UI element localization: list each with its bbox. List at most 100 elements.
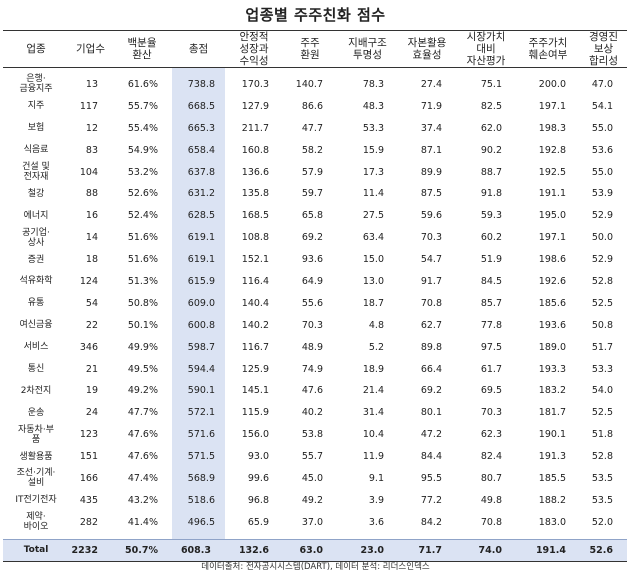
value-cell: 170.3: [241, 78, 269, 90]
value-cell: 738.8: [172, 73, 225, 96]
value-cell: 47.6%: [127, 451, 158, 463]
value-cell: 12: [85, 122, 98, 134]
value-cell: 2232: [69, 538, 112, 562]
value-cell: 52.4%: [127, 210, 158, 222]
value-cell: 77.8: [480, 319, 502, 331]
value-cell: 62.3: [480, 429, 502, 441]
value-cell: 87.5: [420, 188, 442, 200]
value-cell: 59.6: [420, 210, 442, 222]
value-cell: 124: [79, 275, 98, 287]
value-cell: 55.0: [591, 122, 613, 134]
value-cell: 69.2: [301, 232, 323, 244]
value-cell: 90.2: [480, 144, 502, 156]
value-cell: 37.4: [420, 122, 442, 134]
table-row: 건설 및 전자재 104 53.2% 637.8 136.6 57.9 17.3 89.9 88…: [3, 161, 627, 183]
table-row: 보험 12 55.4% 665.3 211.7 47.7 53.3 37.4 62.0 198.3…: [3, 117, 627, 140]
industry-cell: 공기업· 상사: [22, 227, 50, 248]
value-cell: 16: [85, 210, 98, 222]
value-cell: 74.0: [456, 538, 516, 562]
value-cell: 97.5: [480, 341, 502, 353]
value-cell: 70.8: [480, 516, 502, 528]
value-cell: 668.5: [172, 95, 225, 118]
value-cell: 59.3: [480, 210, 502, 222]
value-cell: 211.7: [241, 122, 269, 134]
value-cell: 4.8: [368, 319, 384, 331]
value-cell: 41.4%: [127, 516, 158, 528]
value-cell: 51.3%: [127, 275, 158, 287]
value-cell: 21: [85, 363, 98, 375]
value-cell: 85.7: [480, 297, 502, 309]
value-cell: 55.4%: [127, 122, 158, 134]
value-cell: 571.5: [172, 445, 225, 468]
value-cell: 55.7: [301, 451, 323, 463]
value-cell: 64.9: [301, 275, 323, 287]
value-cell: 45.0: [301, 472, 323, 484]
industry-cell: 식음료: [23, 145, 49, 156]
value-cell: 70.8: [420, 297, 442, 309]
value-cell: 200.0: [538, 78, 566, 90]
table-row: 유통 54 50.8% 609.0 140.4 55.6 18.7 70.8 85.7 185.6…: [3, 292, 627, 315]
value-cell: 47.2: [420, 429, 442, 441]
value-cell: 65.8: [301, 210, 323, 222]
value-cell: 52.9: [591, 210, 613, 222]
value-cell: 23.0: [337, 538, 398, 562]
value-cell: 59.7: [301, 188, 323, 200]
value-cell: 84.4: [420, 451, 442, 463]
value-cell: 55.7%: [127, 100, 158, 112]
table-row: 공기업· 상사 14 51.6% 619.1 108.8 69.2 63.4 70.3 60.2…: [3, 226, 627, 249]
value-cell: 27.4: [420, 78, 442, 90]
value-cell: 47.7%: [127, 407, 158, 419]
value-cell: 125.9: [241, 363, 269, 375]
value-cell: 55.6: [301, 297, 323, 309]
table-row: 2차전지 19 49.2% 590.1 145.1 47.6 21.4 69.2 69.5 183…: [3, 379, 627, 402]
value-cell: 53.9: [591, 188, 613, 200]
value-cell: 192.6: [538, 275, 566, 287]
value-cell: 631.2: [172, 182, 225, 205]
value-cell: 89.8: [420, 341, 442, 353]
table-row: 증권 18 51.6% 619.1 152.1 93.6 15.0 54.7 51.9 198.6…: [3, 248, 627, 271]
value-cell: 74.9: [301, 363, 323, 375]
value-cell: 51.9: [480, 254, 502, 266]
value-cell: 496.5: [172, 511, 225, 534]
value-cell: 66.4: [420, 363, 442, 375]
industry-cell: Total: [3, 538, 69, 562]
value-cell: 63.4: [362, 232, 384, 244]
value-cell: 52.6%: [127, 188, 158, 200]
value-cell: 51.6%: [127, 254, 158, 266]
value-cell: 282: [79, 516, 98, 528]
value-cell: 87.1: [420, 144, 442, 156]
value-cell: 18.9: [362, 363, 384, 375]
value-cell: 192.8: [538, 144, 566, 156]
value-cell: 49.2: [301, 494, 323, 506]
column-header: 주주 환원: [283, 30, 337, 68]
value-cell: 47.7: [301, 122, 323, 134]
value-cell: 47.6%: [127, 429, 158, 441]
value-cell: 52.9: [591, 254, 613, 266]
value-cell: 53.5: [591, 472, 613, 484]
industry-cell: 제약· 바이오: [23, 512, 49, 533]
value-cell: 96.8: [247, 494, 269, 506]
industry-cell: 자동차·부 품: [18, 424, 54, 445]
value-cell: 123: [79, 429, 98, 441]
value-cell: 93.0: [247, 451, 269, 463]
value-cell: 88: [85, 188, 98, 200]
value-cell: 53.6: [591, 144, 613, 156]
value-cell: 18: [85, 254, 98, 266]
value-cell: 70.3: [480, 407, 502, 419]
industry-cell: 조선·기계· 설비: [16, 468, 56, 489]
column-header: 백분율 환산: [112, 30, 172, 68]
table-row: 은행· 금융지주 13 61.6% 738.8 170.3 140.7 78.3 27.4 75…: [3, 73, 627, 96]
value-cell: 637.8: [172, 161, 225, 183]
value-cell: 80.1: [420, 407, 442, 419]
value-cell: 53.2%: [127, 166, 158, 178]
value-cell: 69.5: [480, 385, 502, 397]
value-cell: 61.6%: [127, 78, 158, 90]
value-cell: 181.7: [538, 407, 566, 419]
value-cell: 52.5: [591, 297, 613, 309]
spacer-row: [3, 67, 627, 74]
value-cell: 24: [85, 407, 98, 419]
value-cell: 50.0: [591, 232, 613, 244]
value-cell: 75.1: [480, 78, 502, 90]
value-cell: 49.5%: [127, 363, 158, 375]
value-cell: 188.2: [538, 494, 566, 506]
